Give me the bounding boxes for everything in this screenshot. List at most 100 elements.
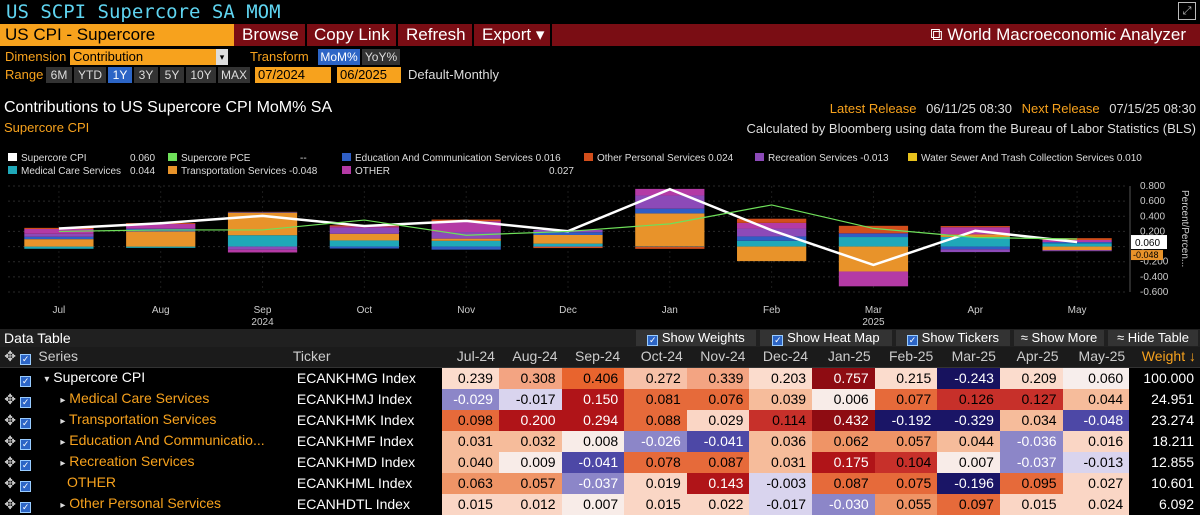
- table-row[interactable]: ✥ ✓ ▸ Transportation Services ECANKHMK Inde…: [0, 409, 1200, 431]
- start-date-input[interactable]: 07/2024: [255, 67, 331, 83]
- expand-arrow-icon[interactable]: ▾: [44, 373, 50, 385]
- browse-button[interactable]: Browse: [236, 24, 307, 46]
- series-cell[interactable]: ▸ Transportation Services: [38, 410, 293, 431]
- drag-handle-icon[interactable]: ✥: [4, 495, 16, 512]
- value-cell[interactable]: 0.031: [442, 430, 499, 452]
- value-cell[interactable]: -0.017: [749, 493, 813, 515]
- value-cell[interactable]: 0.175: [812, 451, 875, 473]
- value-cell[interactable]: 0.114: [749, 409, 813, 431]
- end-date-input[interactable]: 06/2025: [337, 67, 401, 83]
- value-cell[interactable]: 0.034: [999, 409, 1063, 431]
- legend-item[interactable]: Water Sewer And Trash Collection Service…: [908, 153, 1142, 164]
- series-header[interactable]: Series: [38, 347, 293, 368]
- row-checkbox[interactable]: ✓: [20, 410, 38, 431]
- hide-table-button[interactable]: ≈ Hide Table: [1108, 330, 1198, 346]
- series-cell[interactable]: ▸ Education And Communicatio...: [38, 431, 293, 452]
- row-checkbox[interactable]: ✓: [20, 494, 38, 515]
- legend-item[interactable]: Transportation Services -0.048: [168, 166, 317, 177]
- value-cell[interactable]: 0.098: [442, 409, 499, 431]
- drag-handle-icon[interactable]: ✥: [4, 390, 16, 407]
- ticker-cell[interactable]: ECANKHMD Index: [296, 453, 416, 470]
- value-cell[interactable]: 0.097: [937, 493, 1000, 515]
- legend-item[interactable]: OTHER 0.027: [342, 166, 574, 177]
- value-cell[interactable]: 0.044: [937, 430, 1000, 452]
- row-checkbox[interactable]: ✓: [20, 367, 38, 389]
- popout-icon[interactable]: ⤢: [1178, 2, 1196, 20]
- legend-item[interactable]: Other Personal Services 0.024: [584, 153, 733, 164]
- value-cell[interactable]: 0.203: [749, 367, 813, 389]
- value-cell[interactable]: 0.029: [686, 409, 750, 431]
- series-cell[interactable]: ▸ Recreation Services: [38, 452, 293, 473]
- value-cell[interactable]: -0.037: [561, 472, 625, 494]
- table-row[interactable]: ✥ ✓ OTHER ECANKHML Index 0.063 0.057 -0.037 0.…: [0, 472, 1200, 494]
- value-cell[interactable]: 0.209: [999, 367, 1063, 389]
- value-cell[interactable]: 0.019: [624, 472, 687, 494]
- value-cell[interactable]: 0.015: [999, 493, 1063, 515]
- series-cell[interactable]: ▸ Medical Care Services: [38, 389, 293, 410]
- month-header[interactable]: Nov-24: [686, 347, 750, 368]
- month-header[interactable]: Sep-24: [561, 347, 625, 368]
- copy-link-button[interactable]: Copy Link: [308, 24, 398, 46]
- row-checkbox[interactable]: ✓: [20, 473, 38, 494]
- drag-handle-icon[interactable]: ✥: [4, 453, 16, 470]
- value-cell[interactable]: 0.127: [999, 388, 1063, 410]
- row-checkbox[interactable]: ✓: [20, 452, 38, 473]
- month-header[interactable]: Apr-25: [999, 347, 1063, 368]
- value-cell[interactable]: 0.200: [498, 409, 562, 431]
- value-cell[interactable]: 0.339: [686, 367, 750, 389]
- value-cell[interactable]: 0.076: [686, 388, 750, 410]
- series-cell[interactable]: OTHER: [38, 473, 293, 494]
- table-row[interactable]: ✥ ✓ ▸ Education And Communicatio... ECANKHM…: [0, 430, 1200, 452]
- value-cell[interactable]: -0.041: [561, 451, 625, 473]
- value-cell[interactable]: 0.294: [561, 409, 625, 431]
- ticker-cell[interactable]: ECANKHMF Index: [296, 432, 414, 449]
- value-cell[interactable]: -0.243: [937, 367, 1000, 389]
- select-all-checkbox[interactable]: ✓: [20, 347, 39, 368]
- month-header[interactable]: Mar-25: [937, 347, 1000, 368]
- value-cell[interactable]: 0.031: [749, 451, 813, 473]
- range-1y[interactable]: 1Y: [108, 67, 132, 83]
- value-cell[interactable]: 0.015: [442, 493, 499, 515]
- value-cell[interactable]: 0.215: [874, 367, 938, 389]
- table-row[interactable]: ✥ ✓ ▸ Recreation Services ECANKHMD Index 0.0…: [0, 451, 1200, 473]
- value-cell[interactable]: -0.017: [498, 388, 562, 410]
- expand-arrow-icon[interactable]: ▸: [60, 415, 66, 427]
- expand-arrow-icon[interactable]: ▸: [60, 436, 66, 448]
- value-cell[interactable]: 0.027: [1062, 472, 1130, 494]
- legend-item[interactable]: Supercore CPI 0.060: [8, 153, 155, 164]
- expand-arrow-icon[interactable]: ▸: [60, 499, 66, 511]
- yoy-toggle[interactable]: YoY%: [362, 49, 400, 65]
- ticker-cell[interactable]: ECANKHML Index: [296, 474, 413, 491]
- value-cell[interactable]: 0.040: [442, 451, 499, 473]
- value-cell[interactable]: 0.078: [624, 451, 687, 473]
- value-cell[interactable]: -0.329: [937, 409, 1000, 431]
- range-6m[interactable]: 6M: [46, 67, 72, 83]
- range-ytd[interactable]: YTD: [74, 67, 106, 83]
- row-checkbox[interactable]: ✓: [20, 389, 38, 410]
- value-cell[interactable]: 0.077: [874, 388, 938, 410]
- drag-handle-icon[interactable]: ✥: [4, 432, 16, 449]
- drag-handle-icon[interactable]: ✥: [4, 411, 16, 428]
- app-launcher[interactable]: ⧉ World Macroeconomic Analyzer: [930, 24, 1186, 46]
- range-max[interactable]: MAX: [218, 67, 250, 83]
- value-cell[interactable]: 0.088: [624, 409, 687, 431]
- security-field[interactable]: US CPI - Supercore: [0, 24, 234, 46]
- ticker-header[interactable]: Ticker: [292, 347, 443, 368]
- show-more-button[interactable]: ≈ Show More: [1014, 330, 1104, 346]
- value-cell[interactable]: 0.032: [498, 430, 562, 452]
- value-cell[interactable]: 0.087: [812, 472, 875, 494]
- ticker-cell[interactable]: ECANHDTL Index: [296, 495, 410, 512]
- show-tickers-toggle[interactable]: ✓ Show Tickers: [896, 330, 1010, 346]
- export-button[interactable]: Export ▾: [476, 24, 553, 46]
- value-cell[interactable]: 0.008: [561, 430, 625, 452]
- month-header[interactable]: Oct-24: [624, 347, 687, 368]
- value-cell[interactable]: 0.007: [561, 493, 625, 515]
- value-cell[interactable]: 0.239: [442, 367, 499, 389]
- value-cell[interactable]: 0.024: [1062, 493, 1130, 515]
- value-cell[interactable]: 0.057: [498, 472, 562, 494]
- value-cell[interactable]: 0.075: [874, 472, 938, 494]
- value-cell[interactable]: 0.062: [812, 430, 875, 452]
- value-cell[interactable]: 0.308: [498, 367, 562, 389]
- value-cell[interactable]: 0.055: [874, 493, 938, 515]
- value-cell[interactable]: 0.757: [812, 367, 875, 389]
